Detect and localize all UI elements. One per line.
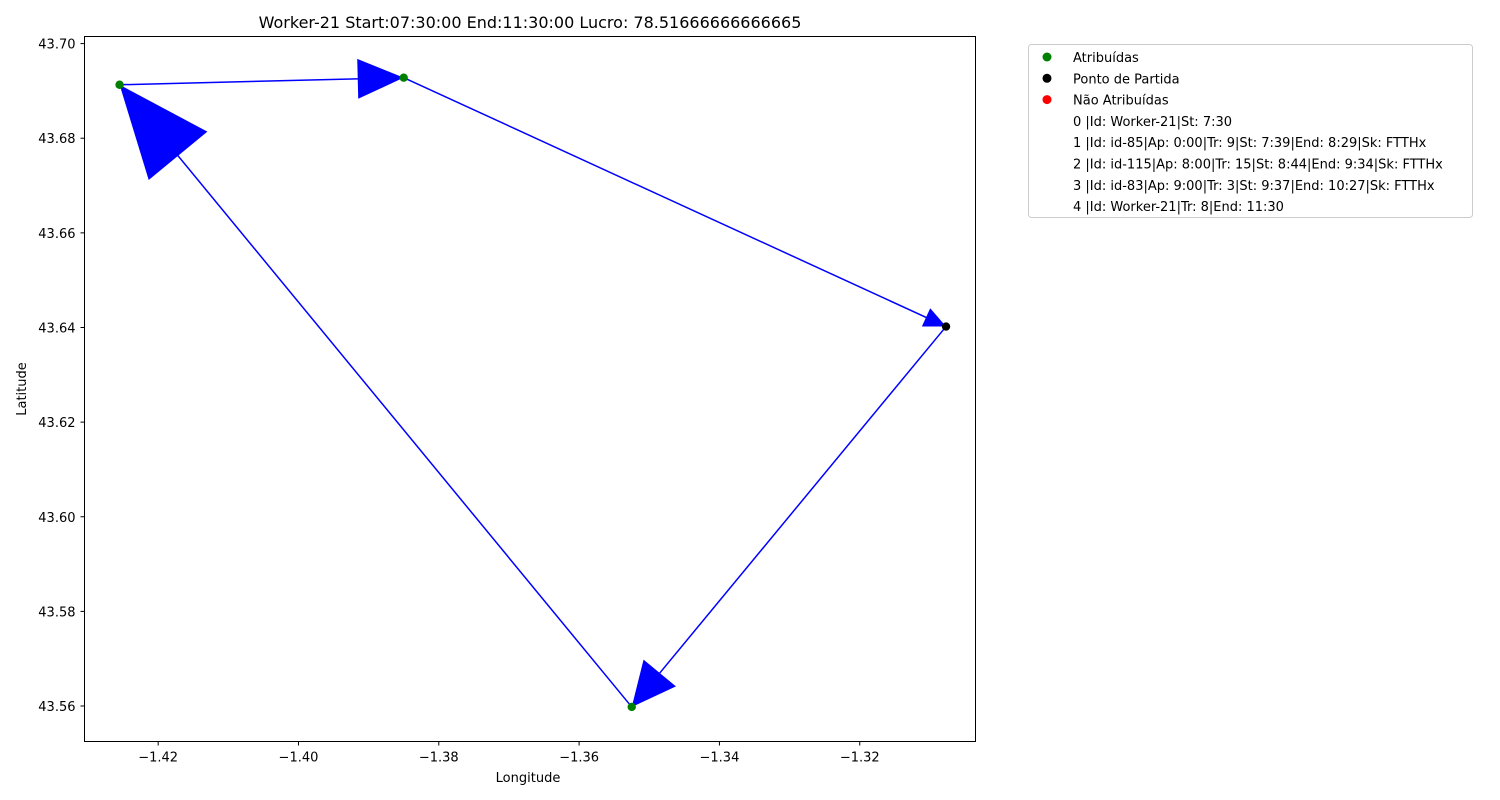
legend-entry: 4 |Id: Worker-21|Tr: 8|End: 11:30 xyxy=(1073,200,1284,215)
y-tick-label: 43.58 xyxy=(38,605,75,620)
y-tick-label: 43.70 xyxy=(38,38,75,53)
y-tick-label: 43.56 xyxy=(38,700,75,715)
plot-area xyxy=(115,58,951,712)
x-tick-label: −1.40 xyxy=(279,751,319,766)
legend-label: Ponto de Partida xyxy=(1073,72,1180,87)
legend-entry: 1 |Id: id-85|Ap: 0:00|Tr: 9|St: 7:39|End… xyxy=(1073,136,1427,151)
x-tick-label: −1.42 xyxy=(138,751,178,766)
y-axis: 43.56 43.58 43.60 43.62 43.64 43.66 43.68 43.70 xyxy=(38,38,85,715)
legend-entry: 2 |Id: id-115|Ap: 8:00|Tr: 15|St: 8:44|E… xyxy=(1073,158,1443,173)
y-tick-label: 43.68 xyxy=(38,132,75,147)
x-tick-label: −1.34 xyxy=(700,751,740,766)
legend-label: Atribuídas xyxy=(1073,51,1139,66)
legend-entry: 0 |Id: Worker-21|St: 7:30 xyxy=(1073,115,1232,130)
legend-frame xyxy=(1028,44,1473,218)
route-arrowhead xyxy=(921,308,947,327)
data-point xyxy=(627,702,636,712)
x-tick-label: −1.32 xyxy=(840,751,880,766)
route-segment xyxy=(118,84,633,708)
data-point xyxy=(115,80,124,89)
data-point xyxy=(941,322,951,331)
chart-title: Worker-21 Start:07:30:00 End:11:30:00 Lu… xyxy=(259,13,802,32)
legend: Atribuídas Ponto de Partida Não Atribuídas… xyxy=(1028,44,1473,218)
y-tick-label: 43.64 xyxy=(38,321,75,336)
y-tick-label: 43.62 xyxy=(38,416,75,431)
route-arrowhead xyxy=(631,659,676,707)
route-segment xyxy=(403,76,947,328)
x-axis-label: Longitude xyxy=(496,771,561,786)
legend-marker xyxy=(1042,52,1052,62)
legend-entry: 3 |Id: id-83|Ap: 9:00|Tr: 3|St: 9:37|End… xyxy=(1073,179,1435,194)
x-tick-label: −1.36 xyxy=(559,751,599,766)
route-arrowhead xyxy=(119,84,208,180)
y-axis-label: Latitude xyxy=(15,362,30,416)
route-arrowhead xyxy=(357,58,404,99)
x-axis: −1.42 −1.40 −1.38 −1.36 −1.34 −1.32 xyxy=(138,741,880,766)
legend-label: Não Atribuídas xyxy=(1073,94,1169,109)
legend-marker xyxy=(1042,95,1052,105)
y-tick-label: 43.66 xyxy=(38,227,75,242)
route-segment xyxy=(631,326,947,708)
plot-frame xyxy=(84,36,976,742)
y-tick-label: 43.60 xyxy=(38,511,75,526)
route-segment xyxy=(119,76,404,86)
x-tick-label: −1.38 xyxy=(419,751,459,766)
data-point xyxy=(399,73,408,82)
legend-marker xyxy=(1042,73,1052,83)
